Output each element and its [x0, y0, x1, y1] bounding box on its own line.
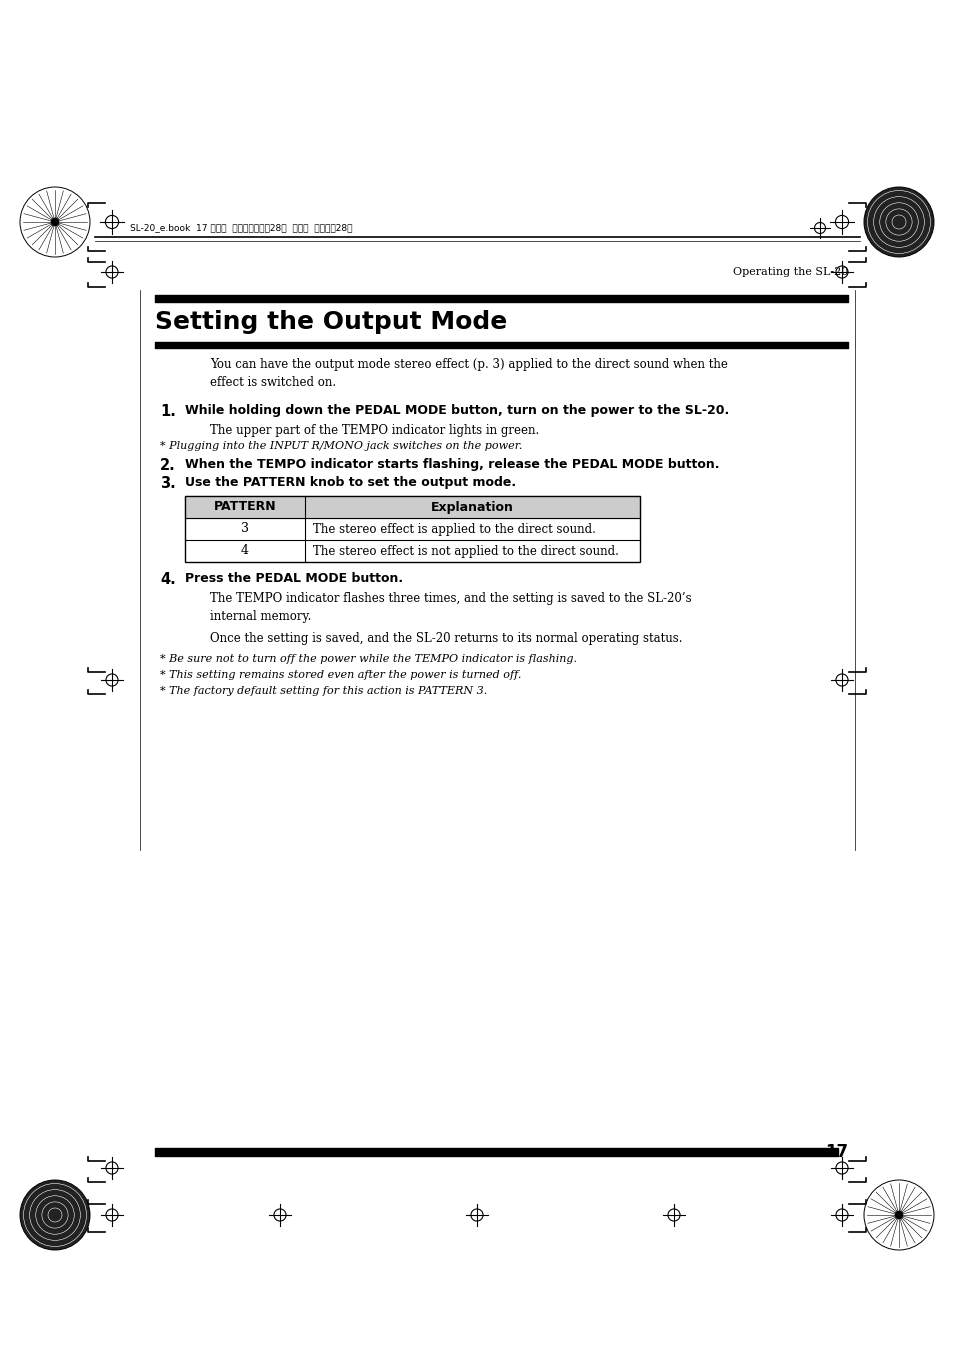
Text: The upper part of the TEMPO indicator lights in green.: The upper part of the TEMPO indicator li… [210, 424, 538, 436]
Text: * The factory default setting for this action is PATTERN 3.: * The factory default setting for this a… [160, 686, 487, 696]
Text: PATTERN: PATTERN [213, 500, 276, 513]
Text: * Be sure not to turn off the power while the TEMPO indicator is flashing.: * Be sure not to turn off the power whil… [160, 654, 577, 663]
Text: 2.: 2. [160, 458, 175, 473]
Circle shape [20, 186, 90, 257]
Text: * This setting remains stored even after the power is turned off.: * This setting remains stored even after… [160, 670, 521, 680]
Text: Operating the SL-20: Operating the SL-20 [732, 267, 847, 277]
Text: The TEMPO indicator flashes three times, and the setting is saved to the SL-20’s: The TEMPO indicator flashes three times,… [210, 592, 691, 623]
Text: While holding down the PEDAL MODE button, turn on the power to the SL-20.: While holding down the PEDAL MODE button… [185, 404, 728, 417]
Text: SL-20_e.book  17 ページ  ２００８年３月28日  金曜日  午前８時28分: SL-20_e.book 17 ページ ２００８年３月28日 金曜日 午前８時2… [130, 223, 352, 232]
Text: Press the PEDAL MODE button.: Press the PEDAL MODE button. [185, 571, 403, 585]
Bar [185, 496, 639, 562]
Text: When the TEMPO indicator starts flashing, release the PEDAL MODE button.: When the TEMPO indicator starts flashing… [185, 458, 719, 471]
Text: 4.: 4. [160, 571, 175, 586]
Text: You can have the output mode stereo effect (p. 3) applied to the direct sound wh: You can have the output mode stereo effe… [210, 358, 727, 389]
Text: 1.: 1. [160, 404, 175, 419]
Circle shape [51, 218, 59, 226]
Text: Setting the Output Mode: Setting the Output Mode [154, 309, 507, 334]
Text: * Plugging into the INPUT R/MONO jack switches on the power.: * Plugging into the INPUT R/MONO jack sw… [160, 440, 522, 451]
Circle shape [863, 186, 933, 257]
Text: Use the PATTERN knob to set the output mode.: Use the PATTERN knob to set the output m… [185, 476, 516, 489]
Text: 17: 17 [824, 1143, 847, 1161]
Circle shape [894, 1210, 902, 1219]
Text: Explanation: Explanation [431, 500, 514, 513]
Text: Once the setting is saved, and the SL-20 returns to its normal operating status.: Once the setting is saved, and the SL-20… [210, 632, 681, 644]
Text: 3.: 3. [160, 476, 175, 490]
Text: The stereo effect is not applied to the direct sound.: The stereo effect is not applied to the … [313, 544, 618, 558]
Text: 3: 3 [241, 523, 249, 535]
Text: The stereo effect is applied to the direct sound.: The stereo effect is applied to the dire… [313, 523, 596, 535]
Circle shape [863, 1179, 933, 1250]
Text: 4: 4 [241, 544, 249, 558]
Circle shape [20, 1179, 90, 1250]
